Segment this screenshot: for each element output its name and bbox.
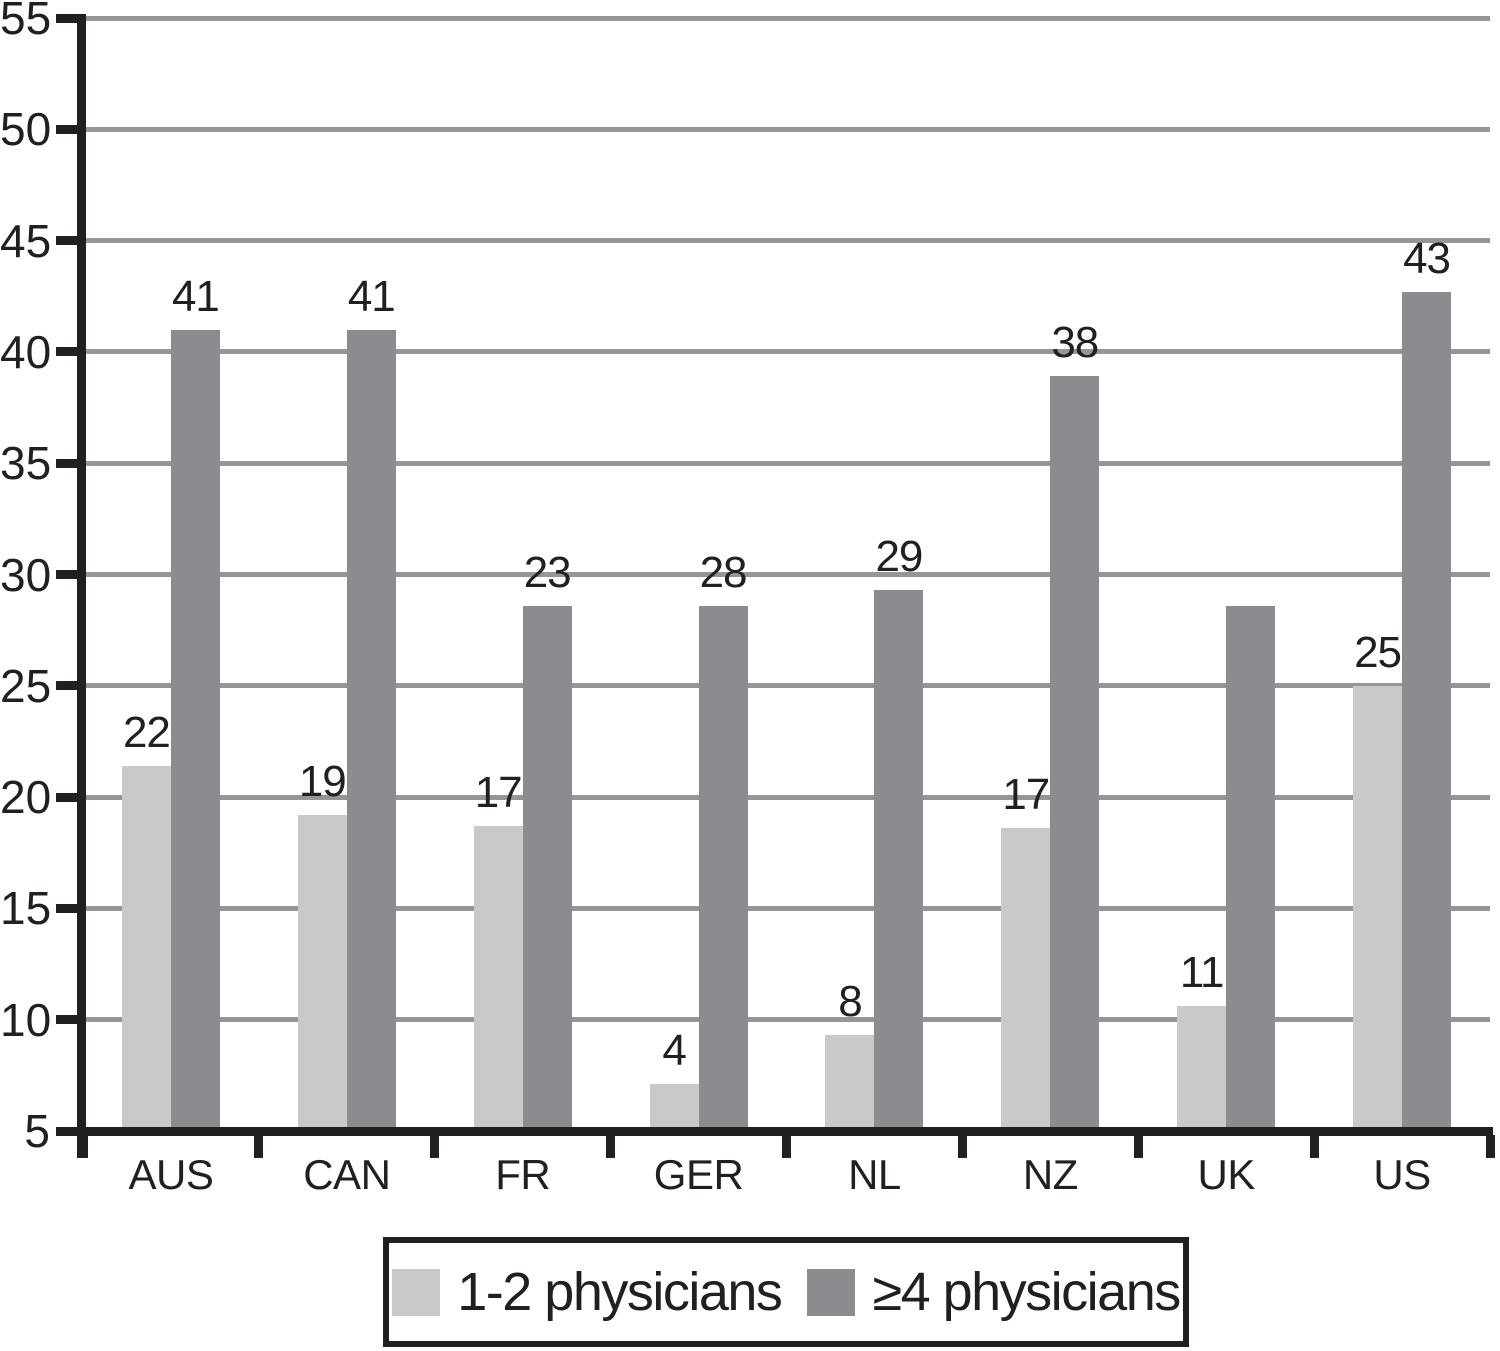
legend-label-light: 1-2 physicians bbox=[457, 1262, 783, 1322]
x-tick bbox=[1133, 1135, 1143, 1158]
x-tick bbox=[606, 1135, 616, 1158]
bar-nl-light bbox=[825, 1035, 875, 1133]
x-category-label-ger: GER bbox=[653, 1151, 744, 1198]
grid-line bbox=[77, 572, 1490, 577]
grid-line bbox=[77, 460, 1490, 466]
bar-us-dark bbox=[1402, 291, 1452, 1133]
grid-line bbox=[77, 15, 1490, 21]
y-tick bbox=[56, 1126, 82, 1136]
y-tick-label: 45 bbox=[0, 214, 52, 267]
bar-fr-dark bbox=[522, 605, 572, 1133]
y-tick-label: 55 bbox=[0, 0, 52, 44]
x-tick bbox=[78, 1135, 88, 1158]
y-tick-label: 30 bbox=[0, 548, 52, 601]
x-category-label-fr: FR bbox=[495, 1151, 551, 1198]
bar-value-label: 8 bbox=[838, 977, 862, 1027]
x-tick bbox=[430, 1135, 440, 1158]
y-tick bbox=[56, 347, 82, 357]
y-tick bbox=[56, 570, 82, 579]
bar-value-label: 22 bbox=[122, 707, 171, 757]
grid-line bbox=[77, 905, 1490, 911]
bar-uk-light bbox=[1177, 1006, 1227, 1133]
y-tick-label: 20 bbox=[0, 771, 52, 824]
grid-line bbox=[77, 126, 1490, 132]
bar-uk-dark bbox=[1226, 605, 1276, 1133]
y-tick bbox=[56, 124, 82, 134]
y-axis-line bbox=[77, 14, 86, 1158]
y-tick bbox=[56, 458, 82, 468]
x-category-label-uk: UK bbox=[1197, 1151, 1256, 1198]
bar-ger-light bbox=[649, 1084, 699, 1133]
legend-swatch-dark bbox=[807, 1268, 856, 1316]
bar-nl-dark bbox=[874, 590, 924, 1133]
x-category-label-nz: NZ bbox=[1022, 1151, 1078, 1198]
bar-value-label: 4 bbox=[662, 1026, 686, 1076]
legend-label-dark: ≥4 physicians bbox=[872, 1262, 1181, 1322]
y-tick bbox=[56, 1015, 82, 1025]
legend: 1-2 physicians ≥4 physicians bbox=[383, 1237, 1189, 1347]
x-category-label-aus: AUS bbox=[128, 1151, 214, 1198]
x-tick bbox=[1309, 1135, 1319, 1158]
bar-value-label: 38 bbox=[1051, 318, 1099, 368]
y-tick bbox=[56, 13, 82, 23]
x-category-label-can: CAN bbox=[303, 1151, 391, 1198]
bar-value-label: 41 bbox=[171, 271, 220, 321]
bar-value-label: 23 bbox=[523, 547, 572, 597]
grid-line bbox=[77, 1017, 1490, 1023]
y-tick-label: 5 bbox=[24, 1105, 50, 1157]
y-tick bbox=[56, 236, 82, 246]
bar-aus-light bbox=[121, 765, 171, 1133]
y-tick-label: 15 bbox=[0, 882, 52, 935]
x-axis-line bbox=[77, 1127, 1493, 1136]
bar-value-label: 28 bbox=[699, 547, 748, 597]
bar-aus-dark bbox=[170, 329, 220, 1133]
bar-value-label: 29 bbox=[875, 532, 923, 582]
bar-value-label: 17 bbox=[474, 768, 523, 818]
legend-swatch-light bbox=[392, 1268, 441, 1316]
bar-value-label: 43 bbox=[1403, 233, 1451, 283]
x-tick bbox=[957, 1135, 967, 1158]
y-tick-label: 25 bbox=[0, 659, 52, 712]
y-tick-label: 50 bbox=[0, 103, 52, 156]
grid-line bbox=[77, 683, 1490, 689]
bar-value-label: 17 bbox=[1002, 770, 1050, 820]
bar-nz-light bbox=[1001, 828, 1051, 1133]
x-category-label-nl: NL bbox=[848, 1151, 901, 1198]
bar-nz-dark bbox=[1050, 376, 1100, 1133]
x-tick bbox=[254, 1135, 264, 1158]
y-tick bbox=[56, 792, 82, 802]
y-tick bbox=[56, 681, 82, 691]
bar-value-label: 11 bbox=[1179, 948, 1225, 998]
bar-value-label: 19 bbox=[298, 756, 347, 806]
bar-ger-dark bbox=[698, 605, 748, 1133]
bar-fr-light bbox=[473, 826, 523, 1133]
bar-value-label: 25 bbox=[1354, 627, 1402, 677]
grid-line bbox=[77, 794, 1490, 800]
grid-line bbox=[77, 238, 1490, 244]
grid-line bbox=[77, 349, 1490, 355]
y-tick bbox=[56, 903, 82, 913]
y-tick-label: 10 bbox=[0, 993, 52, 1046]
x-category-label-us: US bbox=[1373, 1151, 1431, 1198]
y-tick-label: 35 bbox=[0, 437, 52, 490]
x-tick bbox=[782, 1135, 791, 1158]
bar-can-dark bbox=[346, 329, 396, 1133]
bar-can-light bbox=[297, 814, 347, 1133]
y-tick-label: 40 bbox=[0, 325, 52, 378]
x-tick bbox=[1485, 1135, 1495, 1158]
bar-us-light bbox=[1353, 685, 1403, 1133]
bar-value-label: 41 bbox=[347, 271, 396, 321]
